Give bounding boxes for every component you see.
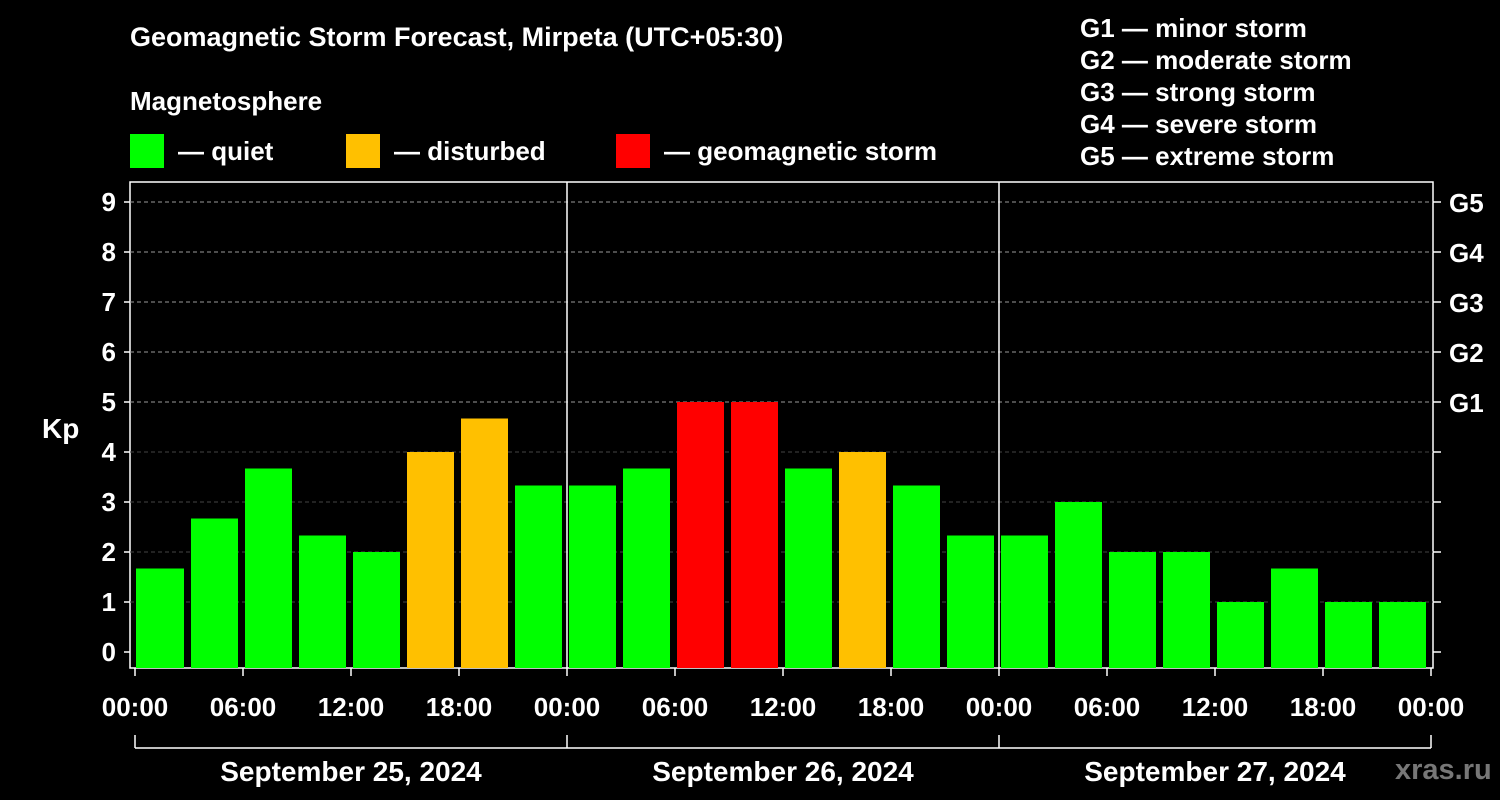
kp-bar — [1379, 602, 1426, 668]
kp-bar — [1109, 552, 1156, 668]
kp-bar — [893, 485, 940, 668]
legend-swatch-quiet — [130, 134, 164, 168]
x-tick-label: 18:00 — [426, 692, 493, 722]
g-scale-label: G2 — [1449, 338, 1484, 368]
y-axis-label: Kp — [42, 413, 79, 444]
g-scale-label: G1 — [1449, 388, 1484, 418]
kp-bar — [623, 468, 670, 668]
kp-bar — [947, 535, 994, 668]
y-tick-label: 0 — [102, 637, 116, 667]
legend-label-storm: — geomagnetic storm — [664, 135, 938, 166]
kp-bar — [1055, 502, 1102, 668]
x-tick-label: 00:00 — [966, 692, 1033, 722]
y-tick-label: 5 — [102, 387, 116, 417]
kp-bar — [1001, 535, 1048, 668]
x-tick-label: 12:00 — [750, 692, 817, 722]
x-tick-label: 18:00 — [1290, 692, 1357, 722]
date-label: September 25, 2024 — [220, 756, 482, 787]
g-scale-label: G5 — [1449, 188, 1484, 218]
legend-heading: Magnetosphere — [130, 86, 323, 116]
chart-title: Geomagnetic Storm Forecast, Mirpeta (UTC… — [130, 22, 784, 52]
y-tick-label: 1 — [102, 587, 116, 617]
legend-quiet: — quiet — [130, 134, 273, 168]
date-label: September 27, 2024 — [1084, 756, 1346, 787]
storm-scale-g3: G3 — strong storm — [1080, 77, 1316, 107]
kp-bar — [353, 552, 400, 668]
storm-scale-g5: G5 — extreme storm — [1080, 141, 1335, 171]
legend-storm: — geomagnetic storm — [616, 134, 937, 168]
kp-bar — [785, 468, 832, 668]
x-tick-label: 06:00 — [642, 692, 709, 722]
x-tick-label: 00:00 — [534, 692, 601, 722]
y-tick-label: 7 — [102, 287, 116, 317]
storm-scale-g2: G2 — moderate storm — [1080, 45, 1352, 75]
storm-scale-g4: G4 — severe storm — [1080, 109, 1318, 139]
x-tick-label: 06:00 — [210, 692, 277, 722]
storm-scale-g1: G1 — minor storm — [1080, 13, 1307, 43]
y-tick-label: 2 — [102, 537, 116, 567]
legend-disturbed: — disturbed — [346, 134, 546, 168]
watermark: xras.ru — [1395, 754, 1492, 786]
kp-bar — [677, 402, 724, 668]
storm-scale-list: G1 — minor storm G2 — moderate storm G3 … — [1080, 12, 1352, 172]
g-scale-label: G4 — [1449, 238, 1484, 268]
kp-bar — [191, 518, 238, 668]
kp-bar — [515, 485, 562, 668]
x-tick-label: 12:00 — [318, 692, 385, 722]
y-tick-label: 3 — [102, 487, 116, 517]
x-tick-label: 06:00 — [1074, 692, 1141, 722]
y-tick-label: 9 — [102, 187, 116, 217]
y-tick-label: 4 — [102, 437, 117, 467]
kp-bar — [1271, 568, 1318, 668]
kp-bar — [569, 485, 616, 668]
x-tick-label: 18:00 — [858, 692, 925, 722]
x-tick-label: 12:00 — [1182, 692, 1249, 722]
y-tick-label: 8 — [102, 237, 116, 267]
y-tick-label: 6 — [102, 337, 116, 367]
plot-frame — [129, 181, 1434, 669]
kp-bar — [299, 535, 346, 668]
kp-bar — [136, 568, 184, 668]
date-label: September 26, 2024 — [652, 756, 914, 787]
legend-label-quiet: — quiet — [178, 135, 274, 166]
kp-bar — [1163, 552, 1210, 668]
legend-swatch-disturbed — [346, 134, 380, 168]
legend-label-disturbed: — disturbed — [394, 135, 546, 166]
kp-bar — [839, 452, 886, 668]
g-scale-label: G3 — [1449, 288, 1484, 318]
kp-bar — [461, 418, 508, 668]
x-tick-label: 00:00 — [102, 692, 169, 722]
kp-bar — [731, 402, 778, 668]
kp-bar — [1325, 602, 1372, 668]
kp-bar — [245, 468, 292, 668]
x-tick-label: 00:00 — [1398, 692, 1465, 722]
kp-bar — [407, 452, 454, 668]
legend-swatch-storm — [616, 134, 650, 168]
kp-bar — [1217, 602, 1264, 668]
